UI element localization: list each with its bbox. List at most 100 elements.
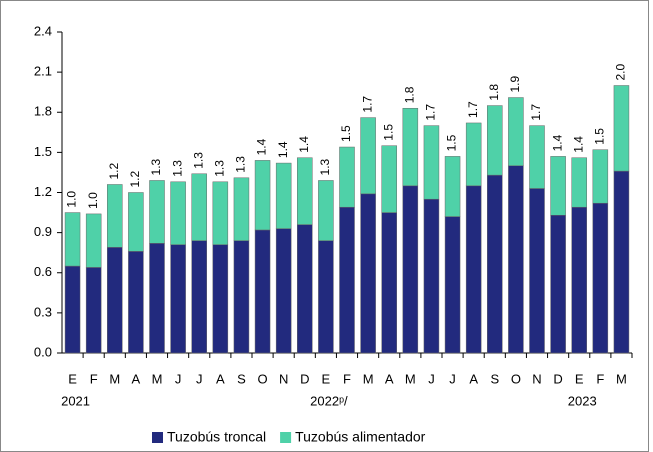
total-label: 1.3	[191, 152, 205, 169]
x-tick-label: D	[553, 371, 562, 386]
bar-segment	[233, 240, 250, 354]
bar-segment	[212, 181, 229, 245]
bar-segment	[212, 244, 229, 354]
y-tick-label: 1.8	[34, 104, 52, 119]
bar-segment	[571, 206, 587, 354]
bar-segment	[318, 180, 334, 241]
total-label: 1.8	[403, 86, 417, 103]
bar-segment	[191, 240, 207, 354]
bar-segment	[275, 228, 292, 354]
bar-segment	[318, 240, 334, 354]
bar-segment	[381, 145, 397, 213]
bar-segment	[592, 202, 609, 354]
total-label: 1.0	[86, 192, 100, 209]
total-label: 1.3	[318, 158, 332, 175]
bar-segment	[339, 206, 355, 354]
bar-segment	[170, 244, 186, 354]
bar-segment	[360, 193, 376, 354]
x-tick-label: M	[152, 371, 163, 386]
x-tick-label: E	[575, 371, 584, 386]
x-tick-label: N	[279, 371, 288, 386]
x-tick-label: F	[343, 371, 351, 386]
total-label: 2.0	[614, 63, 628, 80]
bar-segment	[381, 212, 397, 354]
y-tick-label: 0.3	[34, 304, 52, 319]
total-label: 1.4	[571, 136, 585, 153]
total-label: 1.3	[170, 160, 184, 177]
bar-segment	[339, 146, 355, 208]
total-label: 1.7	[466, 101, 480, 118]
x-tick-label: J	[449, 371, 456, 386]
total-label: 1.4	[255, 138, 269, 155]
total-label: 1.5	[381, 124, 395, 141]
x-tick-label: N	[532, 371, 541, 386]
x-tick-label: J	[175, 371, 182, 386]
bar-segment	[444, 156, 461, 217]
bar-segment	[297, 157, 313, 225]
bar-segment	[613, 85, 630, 172]
x-tick-label: M	[363, 371, 374, 386]
y-tick-label: 0.0	[34, 344, 52, 359]
total-label: 1.8	[487, 84, 501, 101]
bar-segment	[508, 165, 524, 354]
bar-segment	[254, 160, 271, 231]
bar-segment	[85, 267, 102, 354]
total-label: 1.5	[445, 134, 459, 151]
x-tick-label: A	[132, 371, 141, 386]
legend-swatch	[152, 432, 163, 443]
x-tick-label: O	[511, 371, 521, 386]
bar-segment	[85, 213, 102, 268]
bar-segment	[107, 247, 123, 354]
total-label: 1.0	[65, 191, 79, 208]
x-tick-label: J	[428, 371, 435, 386]
total-label: 1.9	[508, 76, 522, 93]
bar-segment	[149, 243, 165, 354]
bar-segment	[275, 162, 292, 229]
bar-segment	[550, 214, 566, 354]
total-label: 1.2	[107, 162, 121, 179]
y-tick-label: 2.1	[34, 64, 52, 79]
total-label: 1.7	[360, 96, 374, 113]
legend-label: Tuzobús alimentador	[295, 429, 426, 445]
x-tick-label: S	[490, 371, 499, 386]
bar-segment	[529, 188, 545, 354]
bar-segment	[444, 216, 461, 354]
total-label: 1.3	[213, 160, 227, 177]
bar-segment	[550, 156, 566, 216]
x-tick-label: J	[196, 371, 203, 386]
bar-segment	[423, 125, 440, 200]
bar-segment	[508, 97, 524, 166]
x-tick-label: A	[469, 371, 478, 386]
bar-segment	[128, 251, 144, 354]
x-tick-label: S	[237, 371, 246, 386]
x-tick-label: O	[257, 371, 267, 386]
total-label: 1.7	[529, 104, 543, 121]
x-tick-label: M	[405, 371, 416, 386]
bar-segment	[613, 170, 630, 354]
total-label: 1.5	[593, 128, 607, 145]
bar-segment	[360, 117, 376, 195]
x-tick-label: A	[385, 371, 394, 386]
x-tick-label: E	[322, 371, 331, 386]
bar-segment	[592, 149, 609, 204]
x-tick-label: E	[68, 371, 77, 386]
x-tick-label: F	[90, 371, 98, 386]
bar-segment	[487, 105, 503, 176]
legend-swatch	[280, 432, 292, 443]
total-label: 1.5	[339, 125, 353, 142]
bar-segment	[465, 122, 482, 187]
bar-segment	[170, 181, 186, 245]
bar-segment	[297, 224, 313, 354]
legend-label: Tuzobús troncal	[167, 429, 266, 445]
bar-segment	[402, 185, 419, 354]
total-label: 1.3	[149, 158, 163, 175]
bar-segment	[487, 174, 503, 354]
bar-segment	[64, 265, 81, 354]
year-label: 2021	[61, 393, 90, 408]
x-tick-label: D	[300, 371, 309, 386]
year-label: 2023	[568, 393, 597, 408]
y-tick-label: 1.2	[34, 184, 52, 199]
total-label: 1.4	[297, 136, 311, 153]
y-tick-label: 2.4	[34, 23, 52, 38]
bar-segment	[571, 157, 587, 208]
